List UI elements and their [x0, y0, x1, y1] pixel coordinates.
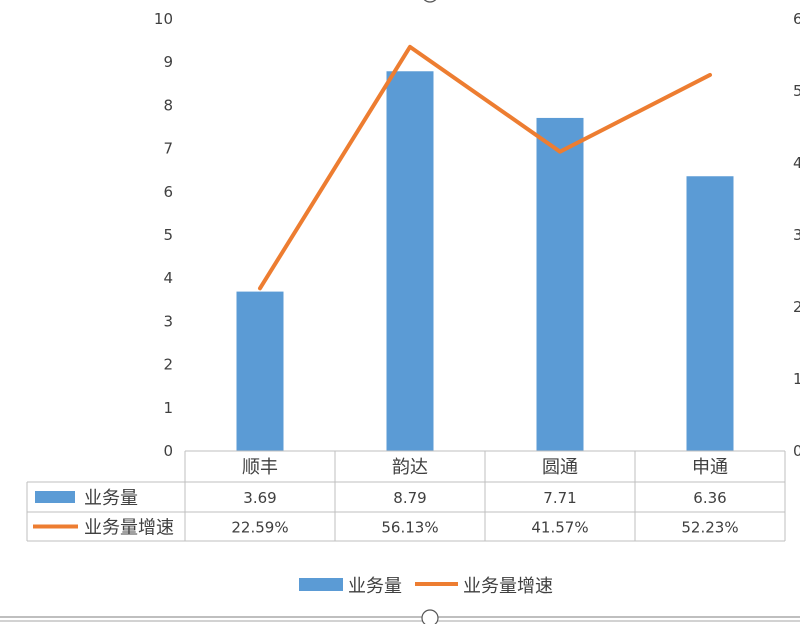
table-series-name: 业务量 [84, 488, 138, 509]
y-left-tick-label: 9 [163, 53, 173, 71]
table-value: 6.36 [693, 489, 726, 507]
table-series-name: 业务量增速 [84, 518, 174, 539]
y-left-tick-label: 3 [163, 312, 173, 330]
y-right-tick-label: 2 [793, 298, 800, 316]
category-label: 圆通 [542, 457, 578, 478]
top-resize-handle[interactable] [422, 0, 438, 3]
category-label: 韵达 [392, 457, 428, 478]
bar-series [236, 71, 734, 452]
y-left-tick-label: 8 [163, 96, 173, 114]
category-label: 申通 [692, 457, 728, 478]
y-right-tick-label: 0 [793, 442, 800, 460]
bar [236, 291, 284, 451]
legend-label: 业务量 [348, 576, 402, 597]
y-right-tick-label: 6 [793, 10, 800, 28]
table-legend-key-bar [35, 491, 75, 503]
bar [686, 176, 734, 452]
table-value: 22.59% [231, 519, 288, 537]
y-left-tick-label: 6 [163, 183, 173, 201]
legend-key-bar [299, 578, 343, 591]
table-value: 7.71 [543, 489, 576, 507]
y-right-tick-label: 1 [793, 370, 800, 388]
table-value: 41.57% [531, 519, 588, 537]
y-left-tick-label: 4 [163, 269, 173, 287]
y-left-tick-label: 5 [163, 226, 173, 244]
legend: 业务量 业务量增速 [299, 576, 553, 597]
bar [536, 117, 584, 451]
y-right-tick-label: 4 [793, 154, 800, 172]
category-label: 顺丰 [242, 457, 278, 478]
y-left-tick-label: 1 [163, 399, 173, 417]
y-left-tick-label: 0 [163, 442, 173, 460]
table-value: 8.79 [393, 489, 426, 507]
bottom-resize-handle[interactable] [421, 609, 439, 624]
table-value: 52.23% [681, 519, 738, 537]
line-series [258, 44, 712, 291]
y-left-tick-label: 2 [163, 356, 173, 374]
y-left-tick-label: 7 [163, 140, 173, 158]
bar [386, 71, 434, 451]
table-value: 56.13% [381, 519, 438, 537]
table-value: 3.69 [243, 489, 276, 507]
y-left-tick-label: 10 [154, 10, 173, 28]
y-right-tick-label: 3 [793, 226, 800, 244]
legend-label: 业务量增速 [463, 576, 553, 597]
y-axis-left: 0 1 2 3 4 5 6 7 8 9 10 [154, 10, 173, 460]
y-axis-right: 0 1 2 3 4 5 6 [793, 10, 800, 460]
line-path [258, 44, 712, 291]
y-right-tick-label: 5 [793, 82, 800, 100]
